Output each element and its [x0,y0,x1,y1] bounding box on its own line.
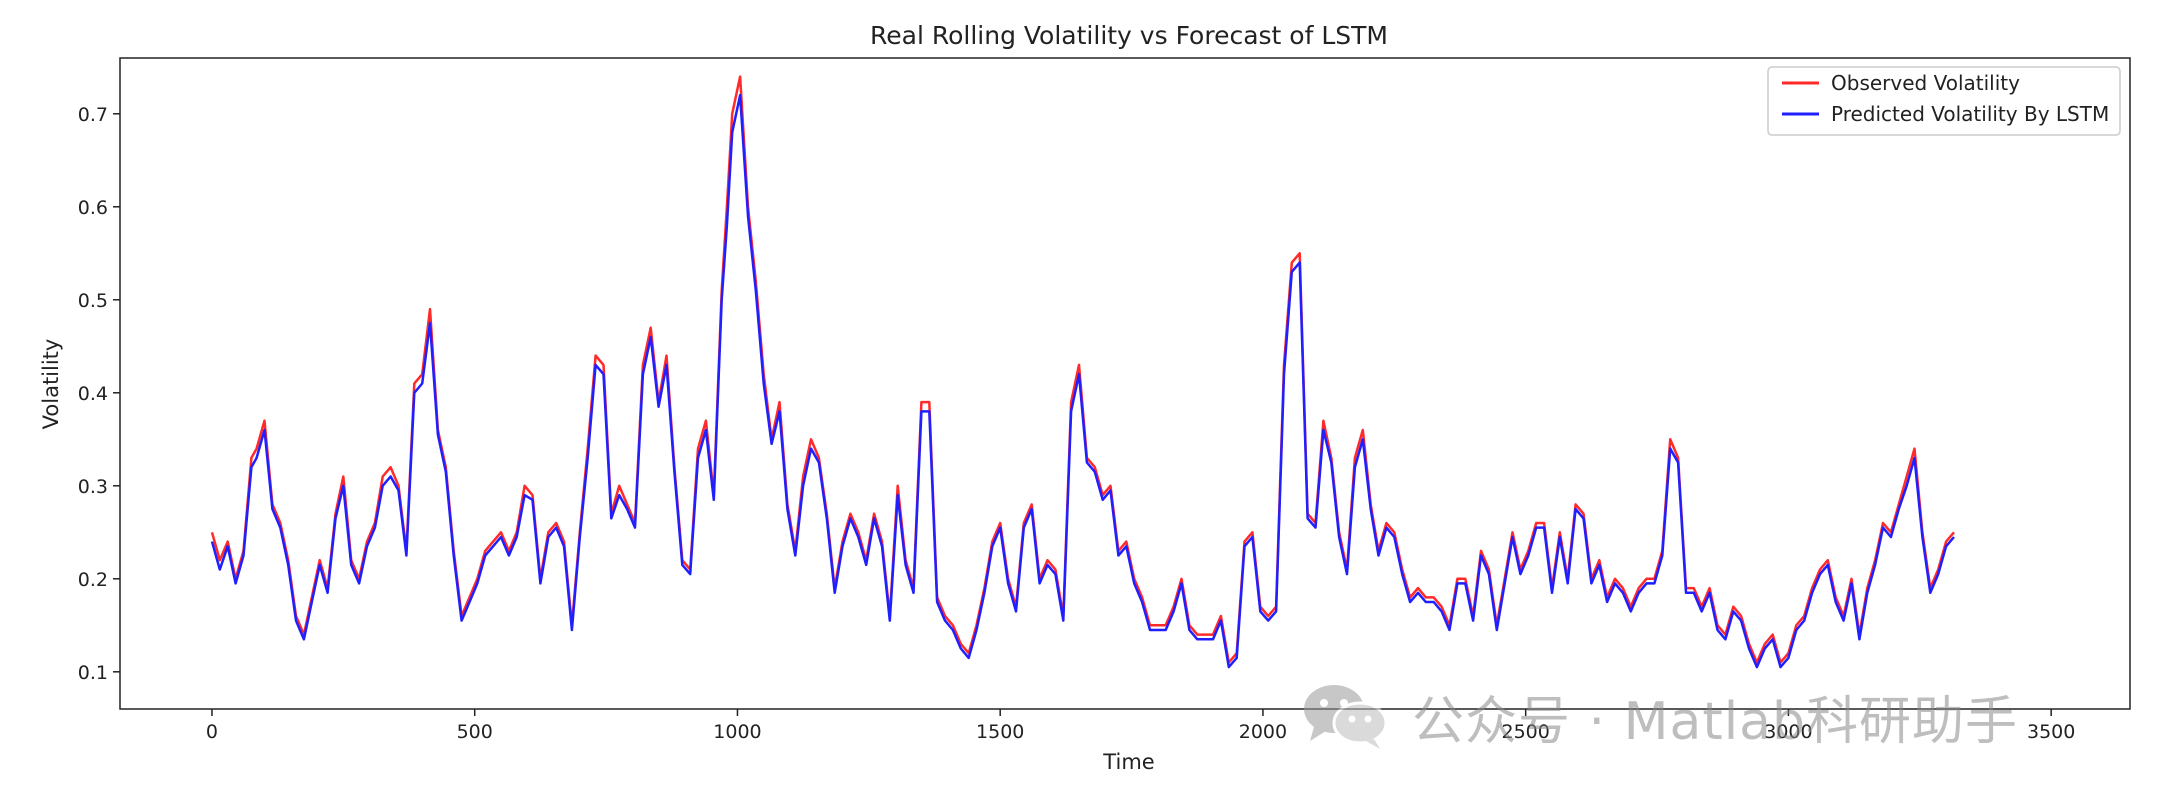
x-tick-label: 2000 [1239,721,1287,743]
legend: Observed Volatility Predicted Volatility… [1767,66,2121,136]
series-lines [210,75,1955,669]
plot-area [119,57,2131,710]
y-tick-label: 0.3 [78,476,108,498]
x-tick-label: 0 [206,721,218,743]
y-tick-label: 0.7 [78,104,108,126]
x-tick-label: 500 [457,721,493,743]
legend-box [1767,66,2121,136]
chart-title: Real Rolling Volatility vs Forecast of L… [870,21,1388,50]
x-tick-label: 1500 [976,721,1024,743]
watermark: 公众号 · Matlab科研助手 [1300,676,2018,756]
y-tick-label: 0.6 [78,197,108,219]
x-tick-label: 3500 [2027,721,2075,743]
wechat-icon [1300,679,1390,753]
y-tick-label: 0.4 [78,383,108,405]
legend-label-observed: Observed Volatility [1831,71,2020,95]
series-line-predicted [210,93,1955,669]
y-tick-label: 0.2 [78,569,108,591]
x-tick-label: 2500 [1502,721,1550,743]
y-tick-label: 0.1 [78,662,108,684]
x-axis-label: Time [1102,750,1154,774]
x-tick-label: 3000 [1764,721,1812,743]
legend-label-predicted: Predicted Volatility By LSTM [1831,102,2109,126]
y-tick-label: 0.5 [78,290,108,312]
axis-ticks: 0 500 1000 1500 2000 2500 3000 3500 0.1 0.2 0.3 0.4… [78,104,2076,743]
watermark-text: 公众号 · Matlab科研助手 [1412,691,2019,752]
x-tick-label: 1000 [713,721,761,743]
y-axis-label: Volatility [39,339,63,430]
